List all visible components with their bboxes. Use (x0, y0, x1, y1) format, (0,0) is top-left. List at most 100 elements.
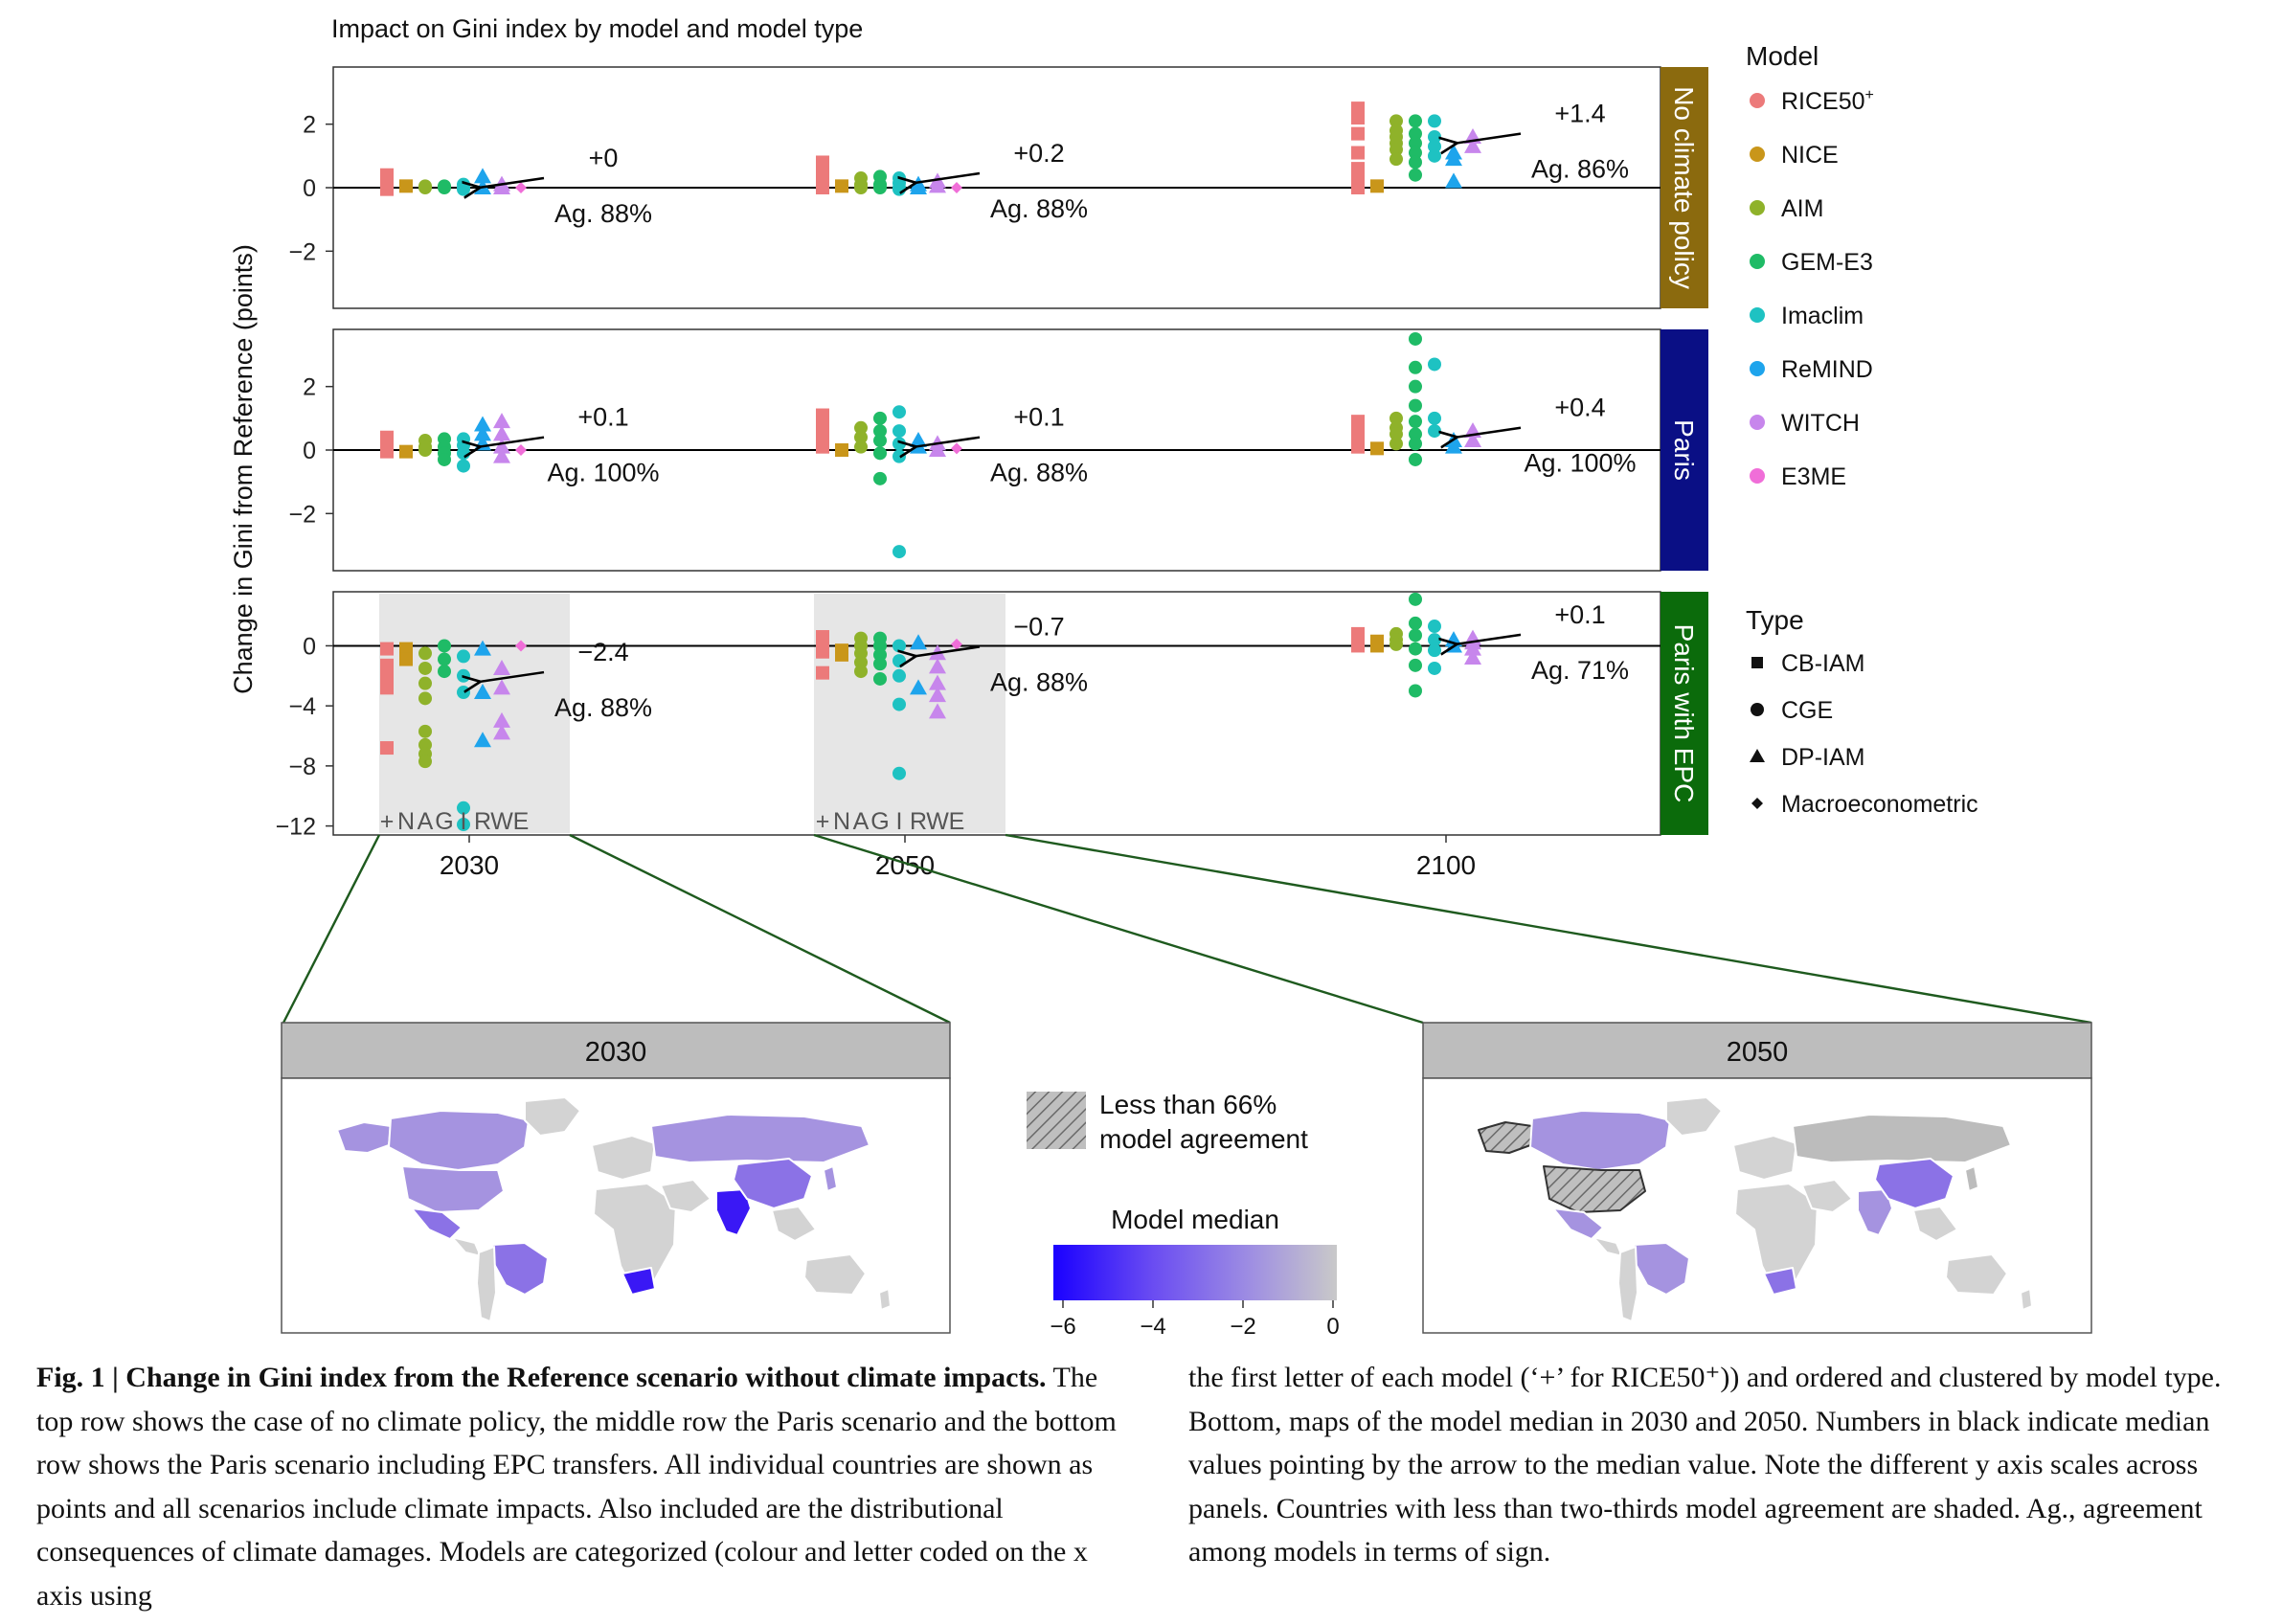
data-point (873, 657, 887, 671)
data-point (474, 732, 491, 748)
agreement-label: Ag. 100% (1524, 449, 1636, 478)
canada (388, 1110, 530, 1171)
data-point (1464, 640, 1481, 656)
data-point (457, 649, 470, 664)
data-point (929, 687, 946, 703)
hatch-legend: Less than 66% model agreement (1027, 1090, 1308, 1154)
data-point (1390, 143, 1403, 157)
data-point (816, 665, 829, 680)
data-point (418, 661, 432, 675)
data-point (1428, 620, 1441, 634)
data-point (474, 425, 491, 441)
data-point (1390, 411, 1403, 425)
y-tick-label: 2 (303, 112, 316, 139)
y-tick-label: −2 (288, 501, 316, 528)
data-point (438, 639, 451, 653)
colorbar-tick-label: 0 (1326, 1314, 1339, 1340)
legend-label-rice50: RICE50+ (1781, 87, 1874, 115)
legend-label-aim: AIM (1781, 195, 1823, 222)
data-point (892, 654, 906, 668)
model-letter: + (816, 808, 830, 835)
data-point (892, 697, 906, 711)
data-point (1370, 179, 1384, 193)
world-map-2030 (336, 1096, 892, 1322)
data-point (1409, 628, 1422, 643)
map-title-2030: 2030 (585, 1037, 647, 1068)
hatch-swatch (1027, 1092, 1086, 1149)
model-letter: E (949, 808, 965, 835)
data-point (892, 449, 906, 463)
colorbar-gradient (1053, 1245, 1337, 1300)
data-point (1351, 181, 1365, 194)
middle-east (660, 1179, 712, 1213)
legend-swatch-nice (1750, 147, 1765, 162)
map-panel-2050: 2050 (1422, 1022, 2092, 1334)
legend-swatch-witch (1750, 415, 1765, 430)
connector-2050-right (1005, 833, 2092, 1025)
data-point (1409, 146, 1422, 160)
data-point (418, 724, 432, 738)
canada (1529, 1110, 1671, 1171)
data-point (1428, 411, 1441, 425)
data-point (493, 679, 510, 695)
data-point (1428, 357, 1441, 372)
data-point (1390, 152, 1403, 167)
legend-label-imaclim: Imaclim (1781, 303, 1864, 329)
data-point (910, 679, 927, 695)
data-point (1428, 129, 1441, 144)
data-point (493, 425, 510, 441)
data-point (380, 182, 394, 196)
brazil (1633, 1242, 1690, 1296)
data-point (873, 671, 887, 686)
agreement-label: Ag. 88% (990, 667, 1088, 696)
data-point (1409, 114, 1422, 128)
model-letter: G (870, 808, 889, 835)
data-point (515, 444, 527, 456)
data-point (873, 434, 887, 448)
europe (591, 1135, 656, 1181)
data-point (1409, 684, 1422, 698)
figure-canvas: Impact on Gini index by model and model … (229, 14, 2092, 1340)
legend-label-e3me: E3ME (1781, 463, 1846, 490)
y-tick-label: −4 (288, 693, 316, 720)
data-point (1351, 440, 1365, 454)
chart-title: Impact on Gini index by model and model … (331, 14, 863, 43)
data-point (929, 703, 946, 719)
legend-label-gem-e3: GEM-E3 (1781, 249, 1873, 276)
data-point (493, 711, 510, 728)
legend-type-label: DP-IAM (1781, 744, 1865, 771)
data-point (457, 182, 470, 196)
legend-type-label: CB-IAM (1781, 650, 1865, 677)
legend-type-marker (1750, 749, 1765, 762)
y-tick-label: −2 (288, 238, 316, 265)
data-point (835, 179, 848, 193)
data-point (1390, 637, 1403, 651)
data-point (873, 446, 887, 461)
data-point (515, 182, 527, 193)
south-africa (621, 1267, 656, 1296)
legend-swatch-rice50 (1750, 93, 1765, 108)
data-point (1409, 415, 1422, 429)
south-america-west (1617, 1246, 1638, 1322)
data-point (873, 411, 887, 425)
model-letter: W (926, 808, 949, 835)
data-point (438, 181, 451, 194)
panel-paris-with-epc: 0 −4 −8 −12 Paris with EPC −2.4 Ag. 88% −0.7 Ag.… (276, 591, 1708, 841)
legend-swatch-gem-e3 (1750, 254, 1765, 269)
china (1874, 1158, 1954, 1209)
median-arrow (1456, 132, 1522, 144)
y-tick-label: −8 (288, 754, 316, 780)
data-point (1390, 114, 1403, 128)
data-point (493, 447, 510, 463)
panel-strip (1661, 329, 1708, 571)
world-map-2050 (1478, 1096, 2033, 1322)
data-point (1409, 136, 1422, 150)
legend-swatch-remind (1750, 361, 1765, 376)
panel-strip-label: No climate policy (1669, 86, 1699, 289)
data-point (873, 424, 887, 439)
median-label: +0.4 (1554, 394, 1605, 422)
zoom-connectors (282, 833, 2092, 1025)
data-point (493, 413, 510, 429)
data-point (399, 652, 413, 666)
legend-swatch-e3me (1750, 468, 1765, 484)
